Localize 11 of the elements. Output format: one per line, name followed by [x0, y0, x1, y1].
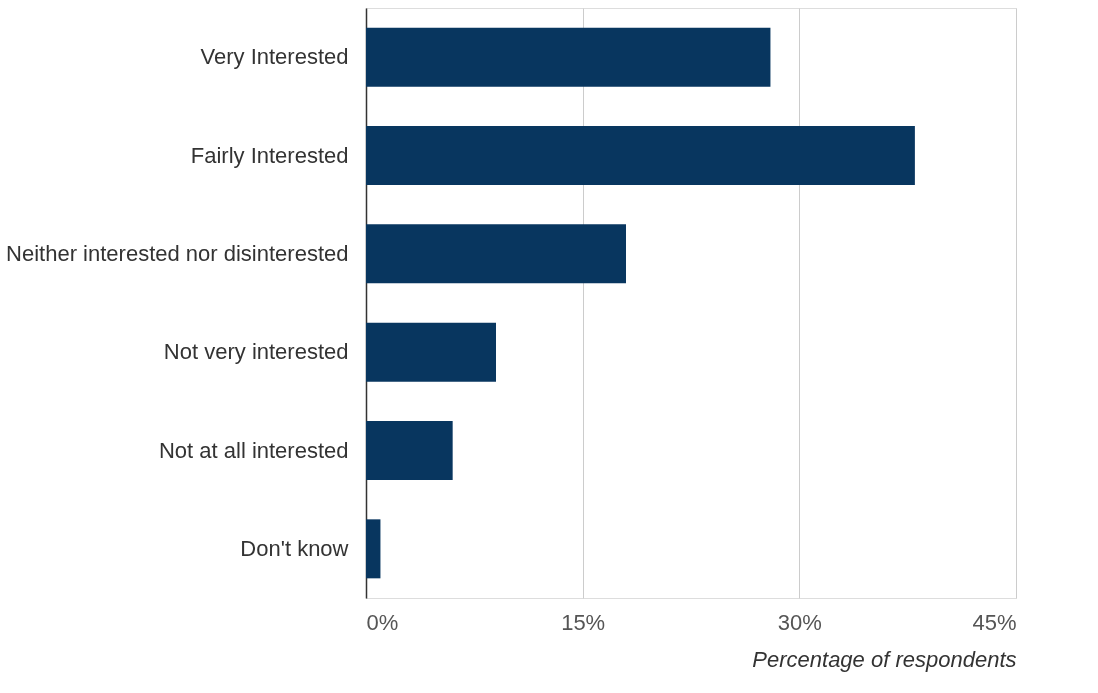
y-tick-label: Very Interested — [200, 44, 349, 70]
x-tick-label: 15% — [561, 609, 606, 635]
y-tick-label: Don't know — [240, 535, 349, 561]
x-tick-label: 45% — [972, 609, 1017, 635]
x-tick-label: 30% — [777, 609, 822, 635]
y-tick-label: Neither interested nor disinterested — [6, 240, 349, 266]
x-axis-title: Percentage of respondents — [752, 646, 1017, 672]
y-tick-label: Fairly Interested — [190, 142, 349, 168]
y-tick-label: Not at all interested — [158, 437, 349, 463]
x-tick-label: 0% — [366, 609, 399, 635]
y-tick-label: Not very interested — [163, 339, 349, 365]
